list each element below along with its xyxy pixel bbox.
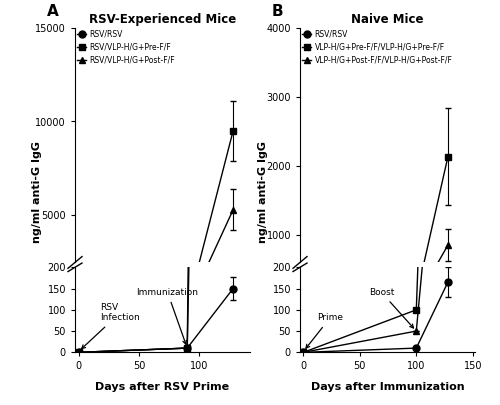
Text: A: A (47, 4, 59, 19)
Legend: RSV/RSV, VLP-H/G+Pre-F/F/VLP-H/G+Pre-F/F, VLP-H/G+Post-F/F/VLP-H/G+Post-F/F: RSV/RSV, VLP-H/G+Pre-F/F/VLP-H/G+Pre-F/F… (302, 29, 453, 65)
Title: RSV-Experienced Mice: RSV-Experienced Mice (89, 13, 236, 26)
Text: Prime: Prime (306, 313, 343, 348)
Text: B: B (272, 4, 283, 19)
Text: Days after RSV Prime: Days after RSV Prime (96, 382, 230, 392)
Text: Immunization: Immunization (136, 288, 198, 344)
Text: ng/ml anti-G IgG: ng/ml anti-G IgG (258, 141, 268, 243)
Title: Naive Mice: Naive Mice (351, 13, 424, 26)
Text: Days after Immunization: Days after Immunization (310, 382, 464, 392)
Legend: RSV/RSV, RSV/VLP-H/G+Pre-F/F, RSV/VLP-H/G+Post-F/F: RSV/RSV, RSV/VLP-H/G+Pre-F/F, RSV/VLP-H/… (76, 29, 176, 65)
Text: RSV
Infection: RSV Infection (82, 303, 140, 349)
Text: ng/ml anti-G IgG: ng/ml anti-G IgG (32, 141, 42, 243)
Text: Boost: Boost (369, 288, 414, 328)
